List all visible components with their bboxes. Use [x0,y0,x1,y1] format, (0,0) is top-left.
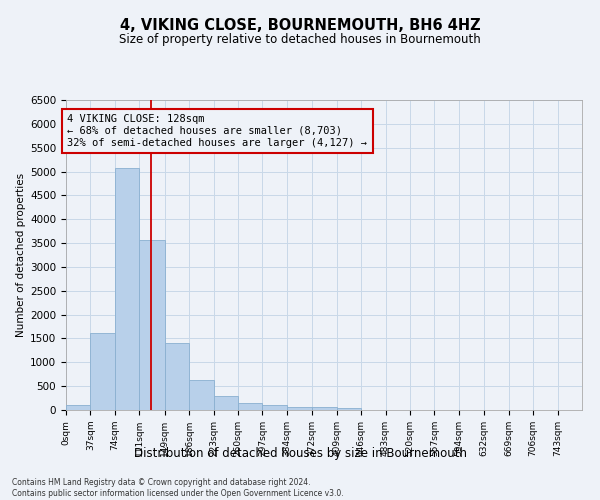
Bar [214,396,238,410]
Bar [262,405,287,410]
Bar [164,343,189,410]
Text: Distribution of detached houses by size in Bournemouth: Distribution of detached houses by size … [133,448,467,460]
Text: Contains HM Land Registry data © Crown copyright and database right 2024.
Contai: Contains HM Land Registry data © Crown c… [12,478,344,498]
Bar [238,403,262,410]
Text: 4 VIKING CLOSE: 128sqm
← 68% of detached houses are smaller (8,703)
32% of semi-: 4 VIKING CLOSE: 128sqm ← 68% of detached… [67,114,367,148]
Bar [115,168,139,410]
Bar [91,332,115,410]
Bar [337,408,361,410]
Text: 4, VIKING CLOSE, BOURNEMOUTH, BH6 4HZ: 4, VIKING CLOSE, BOURNEMOUTH, BH6 4HZ [119,18,481,32]
Y-axis label: Number of detached properties: Number of detached properties [16,173,26,337]
Bar [287,408,312,410]
Text: Size of property relative to detached houses in Bournemouth: Size of property relative to detached ho… [119,32,481,46]
Bar [189,380,214,410]
Bar [312,408,337,410]
Bar [139,240,164,410]
Bar [66,405,91,410]
